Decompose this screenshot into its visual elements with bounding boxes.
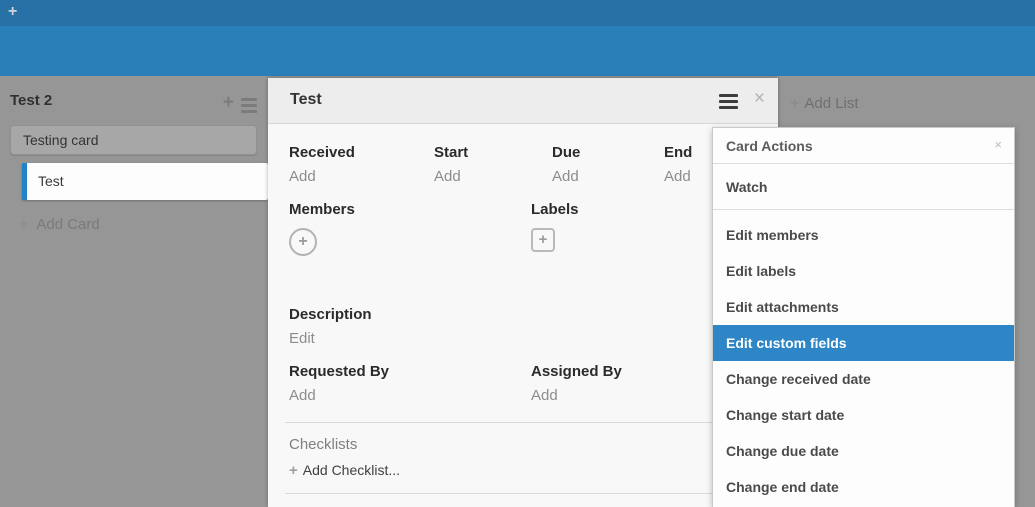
start-label: Start — [434, 144, 469, 161]
received-field: Received Add — [289, 144, 434, 185]
add-list-label: Add List — [804, 95, 859, 112]
menu-item-edit-custom-fields[interactable]: Edit custom fields — [713, 325, 1014, 361]
list-header: Test 2 + — [10, 92, 258, 116]
card-detail-header: Test × — [268, 78, 778, 124]
description-edit-link[interactable]: Edit — [289, 330, 315, 347]
assigned-by-label: Assigned By — [531, 363, 622, 380]
menu-item-edit-attachments[interactable]: Edit attachments — [726, 299, 839, 315]
menu-item-change-end-date[interactable]: Change end date — [726, 479, 839, 495]
add-checklist-label: Add Checklist... — [302, 462, 401, 478]
top-navigation-bar: + — [0, 0, 1035, 26]
end-label: End — [664, 144, 693, 161]
date-fields-row: Received Add Start Add Due Add End Add — [289, 144, 778, 185]
close-icon[interactable]: × — [753, 88, 765, 109]
menu-item-change-start-date[interactable]: Change start date — [726, 407, 845, 423]
end-field: End Add — [664, 144, 778, 185]
card-actions-title: Card Actions — [726, 138, 813, 154]
list-add-icon[interactable]: + — [222, 92, 234, 113]
menu-item-change-due-date[interactable]: Change due date — [726, 443, 839, 459]
list-card[interactable]: Testing card — [10, 125, 257, 155]
members-section: Members + — [289, 201, 531, 256]
add-card-button[interactable]: + Add Card — [19, 216, 100, 234]
received-add-link[interactable]: Add — [289, 168, 316, 185]
menu-item-watch[interactable]: Watch — [713, 164, 1014, 210]
requested-by-add-link[interactable]: Add — [289, 387, 316, 404]
card-actions-menu-icon[interactable] — [719, 94, 738, 112]
add-label-button[interactable]: + — [531, 228, 555, 252]
start-add-link[interactable]: Add — [434, 168, 461, 185]
card-actions-menu: Edit members Edit labels Edit attachment… — [713, 210, 1014, 505]
board-header-bar — [0, 26, 1035, 76]
card-detail-modal: Test × Received Add Start Add Due Add En… — [268, 78, 778, 507]
assigned-by-add-link[interactable]: Add — [531, 387, 558, 404]
plus-icon: + — [790, 95, 800, 112]
menu-item-edit-members[interactable]: Edit members — [726, 227, 819, 243]
requested-by-section: Requested By Add — [289, 363, 531, 404]
list-title: Test 2 — [10, 92, 53, 109]
add-card-label: Add Card — [36, 216, 100, 233]
card-detail-title: Test — [290, 91, 322, 108]
card-detail-body: Received Add Start Add Due Add End Add M… — [268, 124, 778, 494]
add-member-button[interactable]: + — [289, 228, 317, 256]
members-label: Members — [289, 201, 355, 218]
requested-assigned-row: Requested By Add Assigned By Add — [289, 363, 778, 404]
received-label: Received — [289, 144, 355, 161]
close-icon[interactable]: × — [994, 137, 1002, 152]
list-card-active[interactable]: Test — [22, 163, 268, 200]
labels-section: Labels + — [531, 201, 579, 256]
menu-item-change-received-date[interactable]: Change received date — [726, 371, 871, 387]
checklists-label: Checklists — [289, 436, 358, 453]
section-divider — [285, 493, 758, 494]
card-actions-popover: Card Actions × Watch Edit members Edit l… — [712, 127, 1015, 507]
add-checklist-button[interactable]: + Add Checklist... — [289, 462, 778, 479]
members-labels-row: Members + Labels + — [289, 201, 778, 256]
start-field: Start Add — [434, 144, 552, 185]
menu-item-edit-labels[interactable]: Edit labels — [726, 263, 797, 279]
due-label: Due — [552, 144, 581, 161]
plus-icon: + — [538, 231, 548, 248]
assigned-by-section: Assigned By Add — [531, 363, 622, 404]
due-field: Due Add — [552, 144, 664, 185]
list-menu-icon[interactable] — [241, 98, 257, 116]
due-add-link[interactable]: Add — [552, 168, 579, 185]
card-actions-header: Card Actions × — [713, 128, 1014, 164]
labels-label: Labels — [531, 201, 579, 218]
add-board-icon[interactable]: + — [8, 3, 18, 20]
requested-by-label: Requested By — [289, 363, 390, 380]
section-divider — [285, 422, 758, 423]
plus-icon: + — [289, 462, 298, 479]
end-add-link[interactable]: Add — [664, 168, 691, 185]
description-section: Description Edit — [289, 306, 778, 347]
description-label: Description — [289, 306, 372, 323]
add-list-button[interactable]: + Add List — [790, 95, 859, 113]
plus-icon: + — [298, 233, 308, 250]
plus-icon: + — [19, 216, 29, 233]
